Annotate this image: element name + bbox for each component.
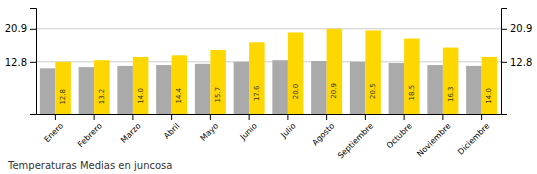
- data-label: 20.9: [330, 83, 338, 99]
- tick-mark: [94, 114, 95, 120]
- tick: Octubre: [385, 114, 414, 150]
- bar: [443, 48, 459, 114]
- bar: [389, 63, 405, 114]
- y2-axis-line: [502, 9, 508, 115]
- tick-label: 12.8: [510, 57, 532, 68]
- tick-mark: [249, 114, 250, 120]
- tick-mark: [30, 29, 36, 30]
- tick-mark: [55, 114, 56, 120]
- tick: Febrero: [76, 114, 104, 149]
- data-label: 14.4: [175, 87, 183, 103]
- bar: [249, 42, 265, 114]
- tick-label: Abril: [162, 121, 181, 140]
- bar: [195, 64, 211, 114]
- bar: [172, 55, 188, 114]
- title: Temperaturas Medias en juncosa: [7, 160, 172, 171]
- tick: Diciembre: [456, 114, 491, 157]
- tick-mark: [171, 114, 172, 120]
- data-labels: 12.8 13.2 14.0 14.4 15.7 17.6 20.0 20.9 20.5 18.5…: [59, 83, 493, 105]
- tick-mark: [287, 114, 288, 120]
- tick-label: Agosto: [310, 121, 336, 147]
- bar: [404, 39, 420, 114]
- tick-mark: [404, 114, 405, 120]
- bar: [40, 68, 56, 114]
- data-label: 16.3: [447, 86, 455, 102]
- tick-label: Mayo: [199, 121, 221, 143]
- bar: [133, 57, 149, 114]
- tick: 20.9: [501, 23, 532, 34]
- tick-mark: [132, 114, 133, 120]
- tick-label: Julio: [279, 121, 298, 140]
- tick-mark: [442, 114, 443, 120]
- bar: [288, 32, 304, 114]
- series: [55, 29, 497, 114]
- bar: [311, 61, 327, 114]
- tick: Julio: [279, 114, 298, 140]
- bar: [55, 62, 71, 114]
- grid-line: [36, 28, 501, 29]
- tick: Mayo: [199, 114, 221, 143]
- x-axis: Enero Febrero Marzo Abril Mayo Junio Julio Agos…: [37, 114, 502, 160]
- bar: [482, 57, 498, 114]
- tick: 12.8: [5, 57, 36, 68]
- tick: Noviembre: [415, 114, 452, 159]
- tick: 12.8: [501, 57, 532, 68]
- tick-label: 20.9: [5, 23, 27, 34]
- tick-mark: [326, 114, 327, 120]
- tick: Enero: [42, 114, 65, 144]
- bars: [40, 29, 497, 114]
- tick-label: Junio: [238, 121, 259, 142]
- data-label: 20.0: [292, 84, 300, 100]
- bar: [350, 62, 366, 114]
- tick-mark: [501, 62, 507, 63]
- tick-label: Febrero: [76, 121, 104, 149]
- bar: [79, 67, 95, 114]
- data-label: 17.6: [253, 85, 261, 101]
- tick-label: Noviembre: [415, 121, 452, 158]
- grid: [36, 29, 501, 62]
- tick-mark: [30, 62, 36, 63]
- tick-label: 20.9: [510, 23, 532, 34]
- y-axis-line: [30, 9, 37, 115]
- tick-label: 12.8: [5, 57, 27, 68]
- tick-mark: [501, 29, 507, 30]
- bar: [156, 65, 172, 114]
- y2-axis: 12.8 20.9: [501, 9, 532, 115]
- data-label: 13.2: [98, 89, 106, 105]
- bar: [117, 66, 133, 114]
- tick: Marzo: [119, 114, 143, 145]
- bar: [466, 66, 482, 114]
- tick-label: Octubre: [385, 121, 414, 150]
- data-label: 18.5: [408, 85, 416, 101]
- bar: [427, 65, 443, 114]
- tick-label: Enero: [42, 121, 65, 144]
- data-label: 20.5: [369, 83, 377, 99]
- y-axis: 12.8 20.9: [5, 9, 37, 115]
- data-label: 12.8: [59, 89, 67, 105]
- x-axis-line: [37, 114, 502, 115]
- tick: Abril: [162, 114, 181, 141]
- bar: [234, 62, 250, 114]
- bar: [327, 29, 343, 114]
- tick-mark: [365, 114, 366, 120]
- tick-mark: [210, 114, 211, 120]
- tick: Septiembre: [336, 114, 375, 160]
- plot: 12.8 13.2 14.0 14.4 15.7 17.6 20.0 20.9 20.5 18.5…: [5, 9, 533, 161]
- tick: Junio: [238, 114, 259, 142]
- tick-label: Diciembre: [456, 121, 491, 156]
- data-label: 14.0: [137, 88, 145, 104]
- data-label: 15.7: [214, 87, 222, 103]
- tick-label: Septiembre: [336, 121, 375, 160]
- bar: [210, 50, 226, 114]
- chart: 12.8 13.2 14.0 14.4 15.7 17.6 20.0 20.9 20.5 18.5…: [0, 0, 537, 174]
- tick-label: Marzo: [119, 121, 143, 145]
- tick: 20.9: [5, 23, 36, 34]
- bar: [365, 30, 381, 114]
- bar: [94, 60, 110, 114]
- tick: Agosto: [310, 114, 336, 147]
- tick-mark: [481, 114, 482, 120]
- bar: [272, 60, 288, 114]
- data-label: 14.0: [485, 88, 493, 104]
